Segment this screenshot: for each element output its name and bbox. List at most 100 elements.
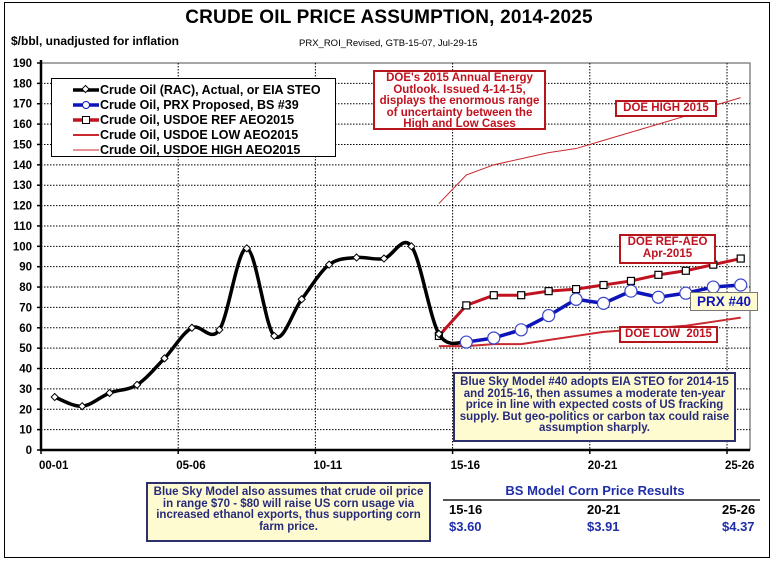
legend-label: Crude Oil (RAC), Actual, or EIA STEO (100, 82, 321, 97)
data-point-diamond (105, 388, 114, 398)
y-tick-label: 60 (19, 323, 32, 335)
legend-label: Crude Oil, PRX Proposed, BS #39 (100, 97, 299, 112)
corn-results-val-1: $3.60 (449, 519, 482, 534)
doe-ref-label-line1: DOE REF-AEO (627, 236, 708, 248)
data-point-circle (569, 292, 583, 306)
y-tick-label: 90 (19, 262, 32, 274)
data-point-diamond (352, 253, 361, 262)
data-point-circle (596, 296, 611, 310)
y-tick-label: 190 (13, 58, 32, 70)
corn-results-val-2: $3.91 (587, 519, 620, 534)
data-point-square (654, 270, 663, 279)
data-point-circle (514, 323, 528, 337)
y-tick-label: 120 (13, 201, 32, 213)
x-tick-label: 05-06 (176, 460, 205, 472)
legend-item-low: Crude Oil, USDOE LOW AEO2015 (52, 127, 335, 142)
series-line-low (438, 316, 741, 348)
legend-swatch-ref (73, 114, 99, 126)
legend-swatch-high (73, 144, 99, 156)
y-axis-units-label: $/bbl, unadjusted for inflation (11, 34, 179, 48)
legend-item-ref: Crude Oil, USDOE REF AEO2015 (52, 112, 335, 127)
data-point-diamond (132, 380, 142, 390)
data-point-diamond (50, 392, 59, 402)
doe-outlook-annotation: DOE's 2015 Annual Energy Outlook. Issued… (373, 70, 546, 130)
x-tick-label: 10-11 (313, 460, 342, 472)
data-point-square (517, 291, 526, 300)
x-tick-label: 25-26 (725, 460, 754, 472)
y-tick-label: 100 (13, 241, 32, 253)
data-point-diamond (215, 325, 224, 335)
y-tick-label: 110 (13, 221, 32, 233)
data-point-diamond (242, 244, 252, 253)
data-point-circle (624, 284, 638, 298)
y-tick-label: 50 (19, 343, 32, 355)
y-tick-label: 160 (13, 119, 32, 131)
y-tick-label: 0 (26, 445, 32, 457)
y-tick-label: 80 (19, 282, 32, 294)
y-tick-label: 70 (19, 302, 32, 314)
data-point-square (571, 284, 581, 294)
circle-marker-icon (82, 100, 90, 109)
source-label: PRX_ROI_Revised, GTB-15-07, Jul-29-15 (299, 38, 478, 49)
corn-results-title: BS Model Corn Price Results (505, 483, 685, 498)
square-marker-icon (82, 115, 90, 124)
data-point-diamond (187, 323, 197, 333)
legend-swatch-low (73, 129, 99, 141)
doe-ref-label-line2: Apr-2015 (642, 247, 693, 260)
doe-high-label: DOE HIGH 2015 (615, 100, 717, 117)
data-point-diamond (434, 329, 444, 339)
legend-swatch-prx (73, 99, 99, 111)
y-tick-label: 180 (13, 78, 32, 90)
data-point-square (681, 266, 690, 275)
prx40-label: PRX #40 (690, 292, 758, 311)
y-tick-label: 130 (13, 180, 32, 192)
series-line-actual (54, 240, 467, 408)
data-point-diamond (269, 331, 279, 341)
legend-label: Crude Oil, USDOE HIGH AEO2015 (100, 142, 301, 157)
gridlines (41, 62, 751, 450)
data-point-diamond (324, 260, 334, 269)
y-tick-label: 10 (19, 425, 32, 437)
data-point-square (462, 301, 471, 310)
data-point-square (489, 291, 498, 300)
y-tick-label: 30 (19, 384, 32, 396)
data-point-diamond (160, 354, 169, 363)
data-point-circle (487, 331, 501, 345)
corn-results-col-3: 25-26 (722, 502, 756, 517)
data-point-diamond (407, 242, 416, 251)
plot-border (41, 62, 751, 450)
x-tick-label: 15-16 (451, 460, 480, 472)
doe-low-label: DOE LOW 2015 (619, 326, 718, 343)
data-point-diamond (77, 401, 87, 411)
corn-results-val-3: $4.37 (722, 519, 755, 534)
legend-item-actual: Crude Oil (RAC), Actual, or EIA STEO (52, 82, 335, 97)
corn-results-col-2: 20-21 (587, 502, 621, 517)
corn-results-divider (443, 499, 760, 501)
y-tick-label: 150 (13, 139, 32, 151)
y-tick-label: 20 (19, 404, 32, 416)
data-point-square (736, 254, 745, 263)
x-tick-label: 20-21 (588, 460, 618, 472)
legend-label: Crude Oil, USDOE LOW AEO2015 (100, 127, 299, 142)
series-prx (459, 278, 748, 349)
doe-ref-label: DOE REF-AEO Apr-2015 (619, 234, 716, 264)
y-tick-label: 140 (13, 160, 32, 172)
legend: Crude Oil (RAC), Actual, or EIA STEO Cru… (51, 78, 336, 157)
data-point-square (544, 287, 553, 296)
bs40-annotation: Blue Sky Model #40 adopts EIA STEO for 2… (453, 372, 736, 442)
data-point-square (626, 276, 636, 286)
data-point-square (599, 280, 608, 290)
y-tick-label: 40 (19, 364, 32, 376)
data-point-circle (542, 308, 556, 323)
series-layer (50, 97, 748, 411)
corn-results-col-1: 15-16 (449, 502, 483, 517)
legend-item-prx: Crude Oil, PRX Proposed, BS #39 (52, 97, 335, 112)
legend-swatch-actual (73, 84, 99, 96)
series-low (438, 316, 741, 348)
corn-note: Blue Sky Model also assumes that crude o… (146, 482, 431, 542)
y-tick-label: 170 (13, 99, 32, 111)
axes: 0 10 20 30 40 50 60 70 80 90 100 110 120 130 140 150 160… (13, 58, 755, 472)
data-point-circle (651, 290, 666, 304)
data-point-circle (734, 278, 748, 292)
